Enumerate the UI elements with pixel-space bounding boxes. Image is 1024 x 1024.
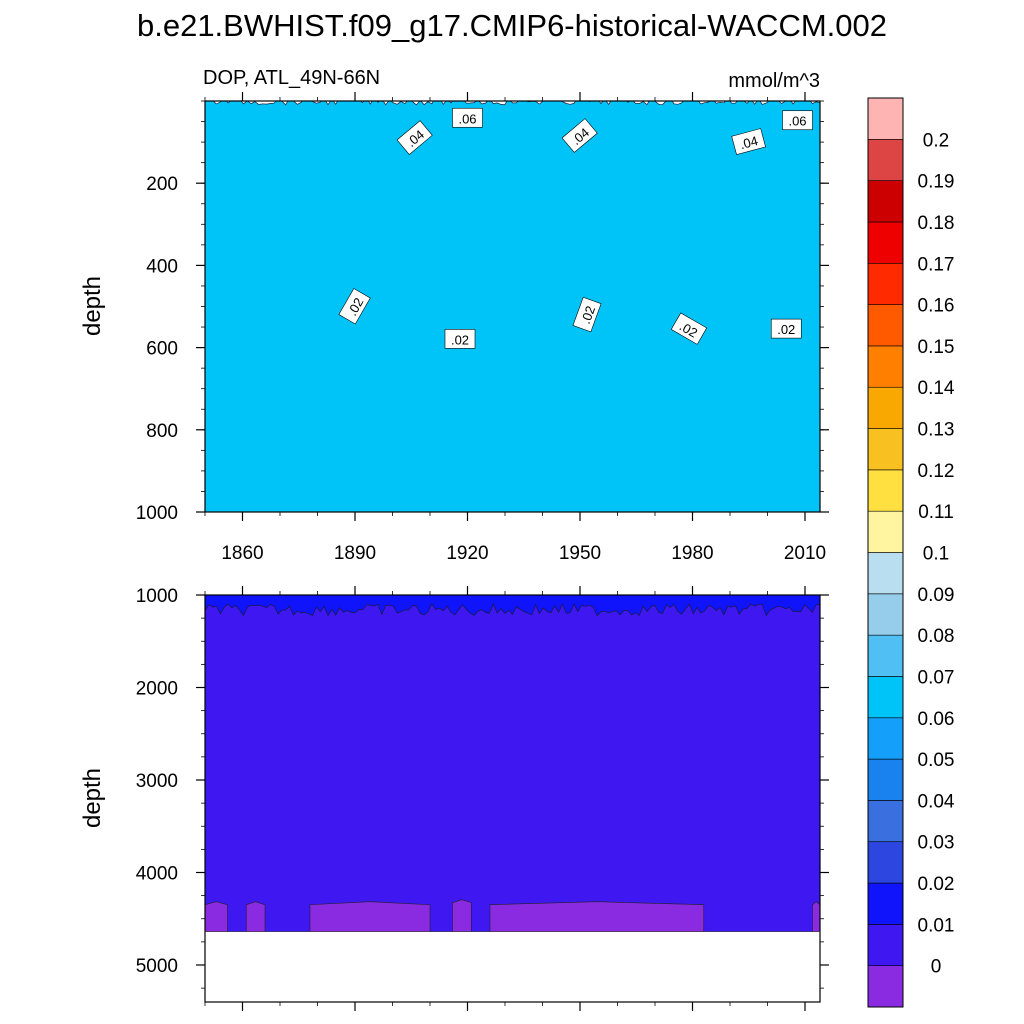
- colorbar-label: 0.09: [918, 585, 955, 606]
- colorbar-label: 0: [931, 957, 942, 978]
- contour-label: .02: [444, 329, 476, 349]
- svg-text:.04: .04: [738, 133, 759, 152]
- svg-text:.02: .02: [451, 332, 469, 347]
- colorbar-swatch: [867, 428, 904, 471]
- contour-band: [245, 901, 266, 932]
- contour-band: [489, 901, 705, 932]
- colorbar-swatch: [867, 262, 904, 305]
- contour-band: [205, 101, 820, 512]
- colorbar-swatch: [867, 800, 904, 843]
- colorbar-frame: [867, 97, 904, 1008]
- colorbar: 0 0.01 0.02 0.03 0.04 0.05 0.06 0.07 0.08 0.09 0.1…: [867, 97, 955, 1008]
- chart-title: b.e21.BWHIST.f09_g17.CMIP6-historical-WA…: [137, 8, 887, 43]
- svg-text:.06: .06: [788, 114, 806, 129]
- units-label: mmol/m^3: [728, 70, 820, 92]
- contour-label: .02: [338, 288, 371, 325]
- colorbar-swatch: [867, 221, 904, 264]
- colorbar-label: 0.02: [918, 874, 955, 895]
- contour-label: .06: [782, 110, 813, 131]
- contour-label: .04: [731, 128, 766, 156]
- colorbar-label: 0.18: [918, 213, 955, 234]
- colorbar-label: 0.05: [918, 750, 955, 771]
- colorbar-label: 0.1: [923, 544, 949, 565]
- colorbar-label: 0.01: [918, 915, 955, 936]
- x-tick-label: 1860: [221, 543, 263, 564]
- colorbar-label: 0.2: [923, 130, 949, 151]
- contour-label: .04: [561, 118, 598, 153]
- svg-text:.06: .06: [458, 111, 476, 126]
- colorbar-swatch: [867, 841, 904, 884]
- colorbar-label: 0.13: [918, 420, 955, 441]
- y-tick-label: 1000: [136, 586, 178, 607]
- contour-label: .02: [572, 296, 602, 333]
- contour-band: [812, 901, 820, 932]
- contour-label: .02: [770, 318, 802, 339]
- colorbar-swatch: [867, 676, 904, 719]
- y-tick-label: 400: [146, 256, 178, 277]
- colorbar-label: 0.16: [918, 296, 955, 317]
- colorbar-swatch: [867, 882, 904, 925]
- colorbar-swatch: [867, 634, 904, 677]
- colorbar-swatch: [867, 593, 904, 636]
- colorbar-swatch: [867, 386, 904, 429]
- lower-panel: 1000 2000 3000 4000 5000: [136, 586, 829, 1011]
- colorbar-swatch: [867, 717, 904, 760]
- lower-ylabel: depth: [79, 768, 106, 828]
- colorbar-swatch: [867, 758, 904, 801]
- contour-label: .02: [670, 312, 708, 345]
- y-tick-label: 200: [146, 174, 178, 195]
- colorbar-swatch: [867, 510, 904, 553]
- colorbar-swatch: [867, 139, 904, 181]
- colorbar-swatch: [867, 345, 904, 388]
- colorbar-label: 0.17: [918, 254, 955, 275]
- upper-panel: 200 400 600 800 1000 1860 1890 1920 1950 1980 2010…: [136, 92, 829, 564]
- colorbar-label: 0.11: [918, 502, 954, 523]
- y-tick-label: 4000: [136, 864, 178, 885]
- svg-text:.02: .02: [777, 322, 795, 337]
- y-tick-label: 800: [146, 421, 178, 442]
- colorbar-swatch: [867, 965, 904, 1008]
- y-tick-label: 2000: [136, 679, 178, 700]
- colorbar-label: 0.03: [918, 833, 955, 854]
- x-tick-label: 1920: [446, 543, 488, 564]
- x-tick-label: 2010: [784, 543, 826, 564]
- svg-text:.02: .02: [578, 304, 598, 326]
- colorbar-swatch: [867, 304, 904, 347]
- colorbar-label: 0.12: [918, 461, 955, 482]
- x-tick-label: 1950: [559, 543, 601, 564]
- colorbar-label: 0.19: [918, 172, 955, 193]
- colorbar-label: 0.14: [918, 378, 955, 399]
- colorbar-label: 0.08: [918, 626, 955, 647]
- upper-ylabel: depth: [79, 276, 106, 336]
- contour-band: [309, 901, 431, 932]
- colorbar-swatch: [867, 97, 904, 140]
- y-tick-label: 3000: [136, 771, 178, 792]
- x-tick-label: 1890: [334, 543, 376, 564]
- y-tick-label: 5000: [136, 956, 178, 977]
- colorbar-label: 0.06: [918, 709, 955, 730]
- y-tick-label: 600: [146, 339, 178, 360]
- contour-label: .04: [396, 120, 433, 155]
- contour-label: .06: [452, 107, 483, 128]
- contour-band: [452, 899, 472, 932]
- colorbar-swatch: [867, 924, 904, 966]
- colorbar-swatch: [867, 469, 904, 512]
- colorbar-swatch: [867, 180, 904, 223]
- colorbar-swatch: [867, 552, 904, 595]
- variable-label: DOP, ATL_49N-66N: [203, 67, 380, 89]
- colorbar-label: 0.15: [918, 337, 955, 358]
- colorbar-label: 0.04: [918, 791, 955, 812]
- y-tick-label: 1000: [136, 503, 178, 524]
- x-tick-label: 1980: [671, 543, 713, 564]
- contour-band: [205, 901, 228, 932]
- contour-band: [205, 603, 820, 932]
- colorbar-label: 0.07: [918, 667, 955, 688]
- panel-frame: [204, 594, 821, 1003]
